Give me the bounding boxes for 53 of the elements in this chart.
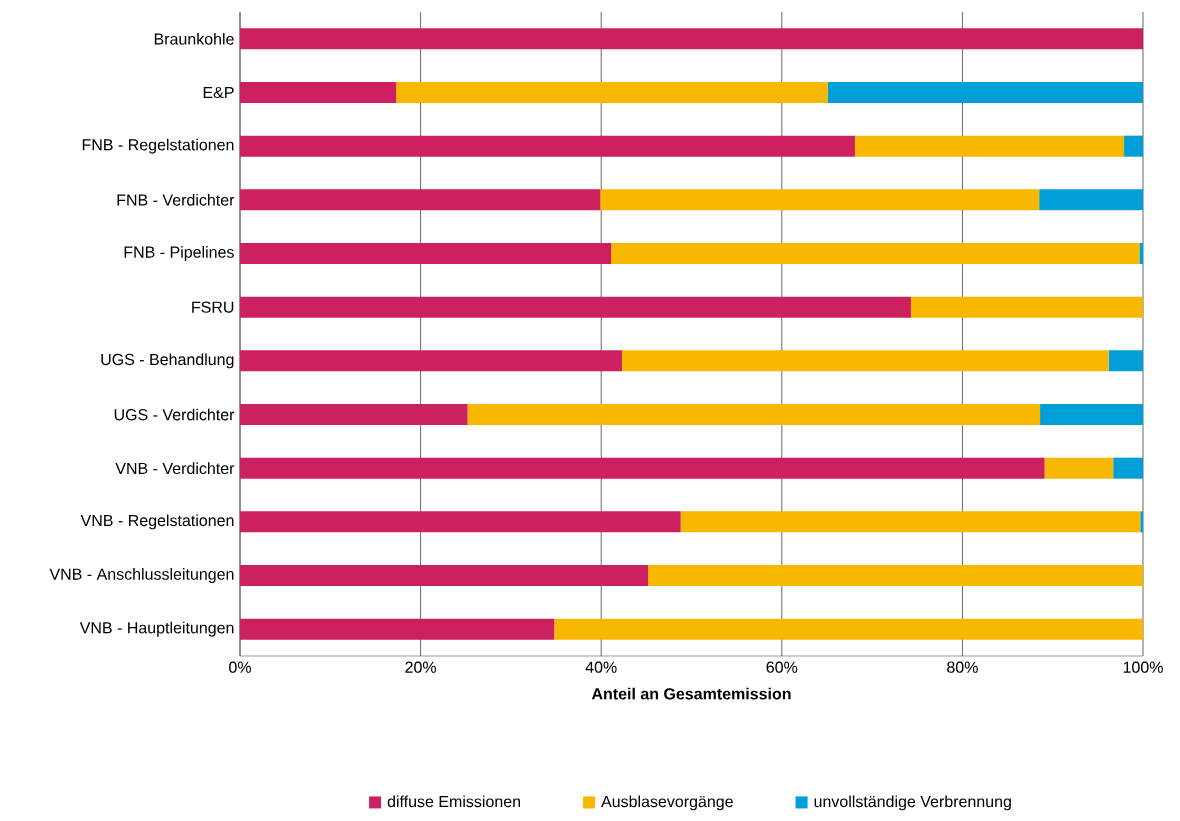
x-tick-label: 100% (1123, 661, 1163, 673)
legend-label: diffuse Emissionen (387, 795, 520, 808)
bar (1113, 457, 1144, 479)
x-axis-title: Anteil an Gesamtemission (591, 687, 791, 700)
bar (1039, 189, 1144, 211)
bar (240, 135, 855, 157)
bar (467, 404, 1041, 425)
bar (240, 457, 1045, 479)
bar (1140, 511, 1144, 533)
y-tick-label: E&P (203, 86, 234, 99)
y-tick-label: Braunkohle (154, 32, 234, 45)
bar (1139, 243, 1144, 264)
bar (240, 404, 468, 425)
x-tick-label: 60% (766, 661, 798, 673)
bar (621, 350, 1109, 372)
bar (240, 28, 1144, 50)
bar (240, 511, 681, 533)
bar (827, 82, 1144, 103)
bar (240, 82, 397, 103)
legend-label: Ausblasevorgänge (601, 795, 733, 811)
x-tick-label: 40% (585, 661, 617, 673)
y-tick-label: VNB - Anschlussleitungen (49, 568, 234, 583)
bar (648, 565, 1144, 587)
bar (240, 350, 622, 372)
bar (554, 618, 1144, 640)
bar (240, 565, 649, 587)
bar (240, 296, 911, 318)
bar (1044, 457, 1114, 479)
bar (240, 243, 612, 264)
bar (680, 511, 1141, 533)
bar (854, 135, 1125, 157)
y-tick-label: VNB - Verdichter (115, 462, 235, 475)
x-tick-label: 20% (405, 661, 437, 673)
bar (1040, 404, 1144, 425)
x-tick-label: 0% (229, 661, 251, 673)
bar (611, 243, 1140, 264)
x-tick-label: 80% (947, 661, 978, 673)
bar (396, 82, 828, 103)
bar (1124, 135, 1144, 157)
bar (240, 189, 601, 211)
y-tick-label: VNB - Hauptleitungen (79, 621, 234, 637)
bar (240, 618, 555, 640)
y-tick-label: FNB - Verdichter (117, 193, 235, 206)
y-tick-label: FSRU (192, 301, 234, 313)
bar (1108, 350, 1144, 372)
y-tick-label: VNB - Regelstationen (80, 514, 234, 530)
y-tick-label: FNB - Regelstationen (82, 138, 234, 154)
legend-label: unvollständige Verbrennung (814, 795, 1011, 811)
y-tick-label: UGS - Behandlung (101, 353, 234, 369)
bar (910, 296, 1144, 318)
y-tick-label: FNB - Pipelines (124, 246, 234, 261)
bar (600, 189, 1040, 211)
y-tick-label: UGS - Verdichter (114, 408, 235, 421)
